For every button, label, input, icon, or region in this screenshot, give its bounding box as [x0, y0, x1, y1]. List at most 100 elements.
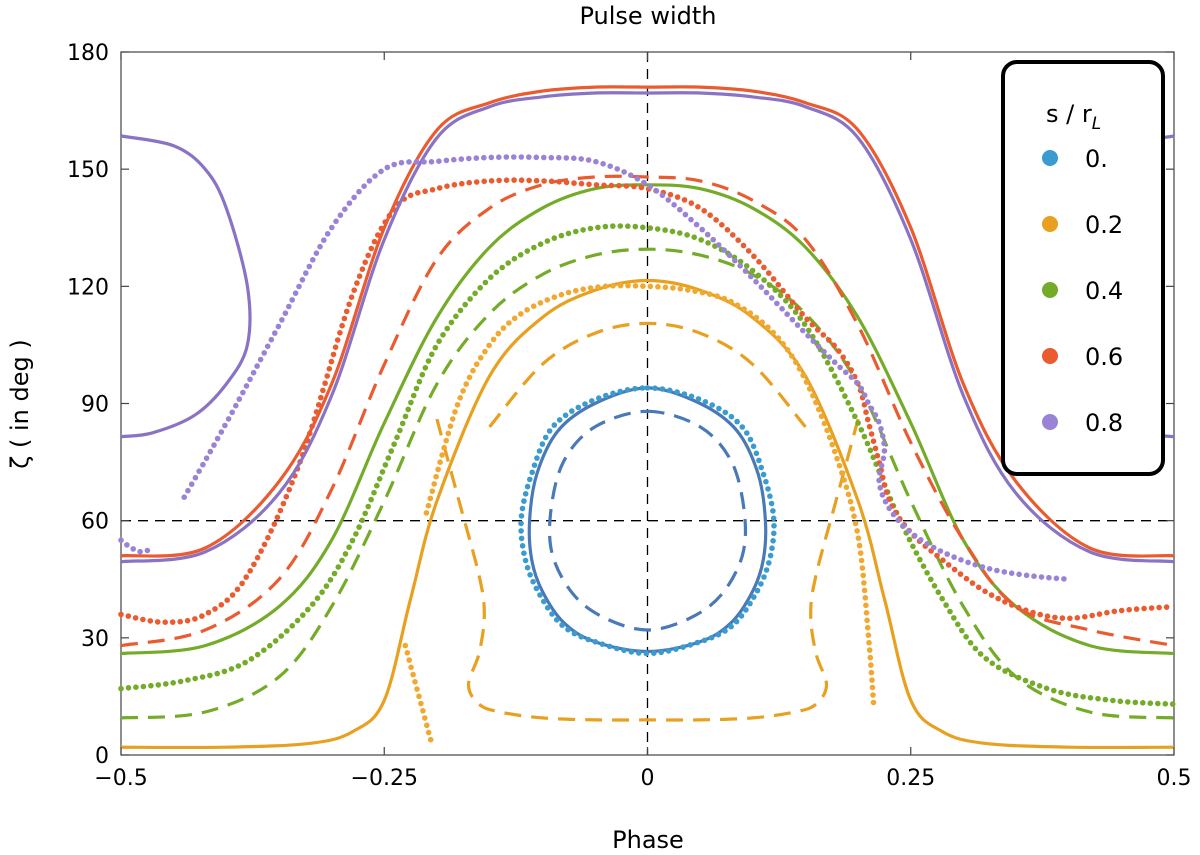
- data-point: [382, 219, 389, 225]
- data-point: [378, 168, 384, 175]
- data-point: [958, 557, 964, 563]
- data-point: [900, 522, 907, 529]
- data-point: [848, 374, 855, 381]
- data-point: [677, 286, 684, 292]
- data-point: [628, 649, 635, 655]
- data-point: [868, 662, 874, 668]
- data-point: [775, 335, 782, 341]
- data-point: [548, 178, 555, 185]
- data-point: [272, 638, 279, 644]
- data-point: [841, 477, 847, 483]
- data-point: [519, 505, 526, 512]
- data-point: [544, 605, 551, 611]
- data-point: [715, 631, 722, 638]
- data-point: [511, 177, 517, 183]
- data-point: [818, 413, 825, 420]
- data-point: [529, 469, 535, 476]
- data-point: [796, 366, 803, 372]
- data-point: [419, 371, 426, 378]
- data-point: [310, 601, 316, 607]
- data-point: [299, 277, 306, 283]
- data-point: [218, 602, 225, 608]
- data-point: [747, 600, 753, 607]
- data-point: [425, 502, 432, 509]
- data-point: [861, 433, 868, 440]
- data-point: [763, 289, 770, 296]
- data-point: [688, 393, 695, 400]
- data-point: [865, 632, 872, 638]
- data-point: [918, 537, 924, 543]
- data-point: [864, 440, 871, 447]
- data-point: [945, 562, 952, 568]
- data-point: [300, 612, 306, 618]
- data-point: [356, 188, 362, 195]
- data-point: [124, 542, 130, 548]
- series-line: [120, 85, 1175, 558]
- data-point: [1132, 699, 1139, 706]
- legend-marker: [1042, 216, 1058, 232]
- data-point: [585, 636, 591, 643]
- y-tick-label: 150: [67, 158, 109, 183]
- data-point: [701, 208, 707, 214]
- series-0-6-solid: [120, 85, 1175, 558]
- data-point: [856, 542, 863, 549]
- data-point: [234, 586, 241, 593]
- data-point: [351, 194, 357, 201]
- data-point: [592, 639, 599, 645]
- data-point: [422, 715, 428, 721]
- data-point: [292, 290, 299, 297]
- data-point: [735, 237, 741, 243]
- data-point: [1141, 605, 1147, 612]
- data-point: [698, 237, 704, 243]
- legend: s / rL 0. 0.2 0.4 0.6 0.8: [1001, 60, 1165, 476]
- series-0-2-dashed-top: [488, 321, 807, 428]
- data-point: [866, 423, 873, 430]
- data-point: [372, 173, 378, 179]
- data-point: [596, 395, 602, 401]
- data-point: [228, 666, 235, 672]
- data-point: [571, 155, 577, 161]
- data-point: [580, 227, 586, 233]
- data-point: [602, 223, 609, 230]
- data-point: [147, 618, 154, 624]
- data-point: [1059, 615, 1066, 621]
- data-point: [831, 342, 837, 349]
- data-point: [600, 161, 606, 167]
- legend-marker: [1042, 348, 1058, 364]
- data-point: [466, 179, 473, 186]
- data-point: [225, 416, 232, 422]
- data-point: [770, 329, 776, 336]
- data-point: [1023, 607, 1029, 613]
- data-point: [184, 617, 191, 624]
- data-point: [674, 389, 680, 395]
- data-point: [783, 298, 789, 304]
- data-point: [313, 250, 320, 256]
- data-point: [398, 159, 405, 166]
- data-point: [595, 284, 601, 290]
- data-point: [118, 685, 124, 692]
- data-point: [169, 619, 176, 625]
- data-point: [759, 319, 765, 326]
- data-point: [1117, 698, 1124, 705]
- data-point: [582, 401, 588, 407]
- data-point: [963, 634, 969, 640]
- data-point: [806, 386, 813, 392]
- data-point: [631, 183, 637, 190]
- data-point: [734, 302, 741, 309]
- data-point: [200, 461, 206, 468]
- data-point: [527, 572, 533, 578]
- data-point: [785, 293, 791, 300]
- data-point: [755, 272, 762, 279]
- data-point: [665, 648, 672, 654]
- data-point: [864, 416, 871, 423]
- data-point: [1061, 576, 1067, 582]
- data-point: [810, 333, 816, 340]
- data-point: [530, 303, 537, 310]
- data-point: [463, 381, 470, 387]
- data-point: [451, 182, 458, 188]
- data-point: [1089, 612, 1095, 619]
- data-point: [761, 574, 767, 580]
- data-point: [777, 292, 784, 299]
- data-point: [879, 492, 886, 498]
- data-point: [917, 556, 923, 563]
